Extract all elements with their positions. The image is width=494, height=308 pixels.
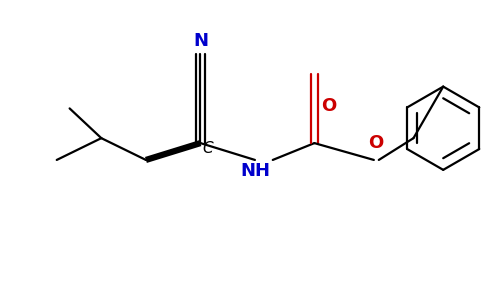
Text: NH: NH xyxy=(240,162,270,180)
Text: C: C xyxy=(203,141,213,156)
Text: O: O xyxy=(321,97,336,116)
Text: O: O xyxy=(368,134,383,152)
Text: N: N xyxy=(193,32,208,50)
